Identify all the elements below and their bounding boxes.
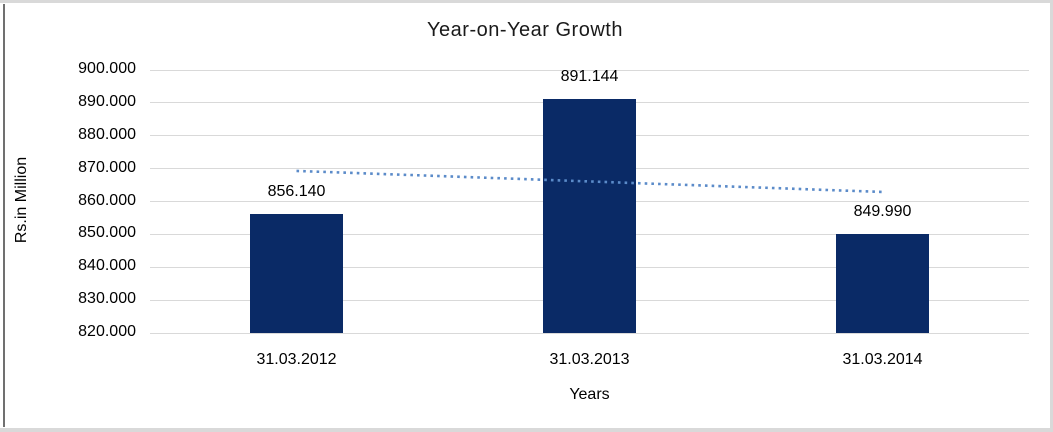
- y-tick-label: 890.000: [78, 92, 136, 110]
- plot-area: 856.140 891.144 849.990: [150, 68, 1029, 334]
- y-tick-label: 860.000: [78, 191, 136, 209]
- gridline: [150, 332, 1029, 334]
- bar-31.03.2014: [836, 234, 929, 333]
- y-tick-label: 900.000: [78, 60, 136, 77]
- gridline: [150, 69, 1029, 71]
- bar-31.03.2013: [543, 99, 636, 333]
- bar-31.03.2012: [250, 214, 343, 333]
- chart-title: Year-on-Year Growth: [427, 19, 623, 41]
- data-label: 891.144: [560, 68, 619, 86]
- y-tick-label: 850.000: [78, 224, 136, 242]
- x-tick-label: 31.03.2012: [256, 351, 337, 368]
- y-tick-label: 840.000: [78, 257, 136, 275]
- y-tick-label: 830.000: [78, 290, 136, 308]
- data-label: 849.990: [853, 203, 912, 221]
- y-tick-label: 880.000: [78, 125, 136, 143]
- chart-left-border: [3, 4, 5, 427]
- x-axis-title: Years: [569, 386, 610, 403]
- y-tick-label: 870.000: [78, 158, 136, 176]
- trendline: [296, 169, 883, 194]
- y-tick-label: 820.000: [78, 323, 136, 340]
- x-tick-label: 31.03.2014: [842, 351, 923, 368]
- x-tick-label: 31.03.2013: [549, 351, 630, 368]
- data-label: 856.140: [267, 183, 326, 201]
